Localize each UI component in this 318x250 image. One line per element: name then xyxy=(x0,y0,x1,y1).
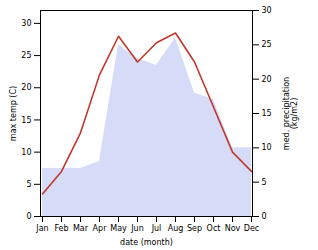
svg-text:20: 20 xyxy=(21,83,31,92)
svg-text:Oct: Oct xyxy=(207,224,221,233)
svg-text:20: 20 xyxy=(262,75,272,84)
svg-text:15: 15 xyxy=(262,109,272,118)
svg-text:30: 30 xyxy=(262,6,272,15)
svg-text:Dec: Dec xyxy=(244,224,259,233)
svg-text:Sep: Sep xyxy=(187,224,202,233)
svg-text:med. precipitation(kg/m2): med. precipitation(kg/m2) xyxy=(282,77,299,150)
svg-text:date (month): date (month) xyxy=(120,238,173,247)
svg-text:max temp (C): max temp (C) xyxy=(9,86,18,141)
svg-text:0: 0 xyxy=(262,212,267,221)
svg-text:10: 10 xyxy=(21,148,31,157)
svg-text:25: 25 xyxy=(21,51,31,60)
svg-text:30: 30 xyxy=(21,19,31,28)
svg-text:10: 10 xyxy=(262,143,272,152)
svg-text:5: 5 xyxy=(26,180,31,189)
svg-text:5: 5 xyxy=(262,178,267,187)
svg-text:0: 0 xyxy=(26,212,31,221)
svg-text:Nov: Nov xyxy=(225,224,241,233)
svg-text:15: 15 xyxy=(21,115,31,124)
svg-text:Mar: Mar xyxy=(73,224,89,233)
svg-text:Aug: Aug xyxy=(168,224,184,233)
svg-text:25: 25 xyxy=(262,40,272,49)
svg-text:Jun: Jun xyxy=(130,224,144,233)
svg-text:Jul: Jul xyxy=(151,224,162,233)
svg-text:Jan: Jan xyxy=(35,224,48,233)
svg-text:Apr: Apr xyxy=(93,224,108,233)
svg-text:May: May xyxy=(110,224,127,233)
svg-text:Feb: Feb xyxy=(54,224,68,233)
